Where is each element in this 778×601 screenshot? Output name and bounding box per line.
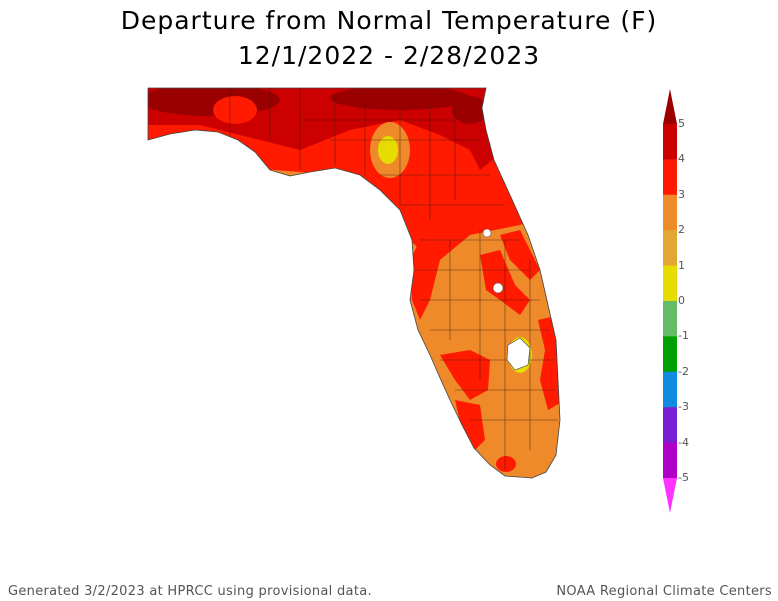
- legend-label: -1: [678, 329, 689, 343]
- legend-bottom-arrow: [663, 478, 677, 513]
- legend-swatch: [663, 265, 677, 302]
- legend-swatch: [663, 371, 677, 408]
- legend-label: 0: [678, 294, 685, 307]
- legend-top-arrow: [663, 89, 677, 124]
- legend-swatch: [663, 407, 677, 444]
- legend-swatch: [663, 336, 677, 373]
- legend-label: -3: [678, 400, 689, 414]
- florida-coastline: [147, 87, 561, 479]
- legend-swatch: [663, 159, 677, 196]
- legend-swatch: [663, 442, 677, 479]
- temperature-anomaly-fill: [148, 88, 560, 478]
- legend-label: 4: [678, 152, 685, 166]
- source-credit: NOAA Regional Climate Centers: [556, 584, 772, 599]
- legend-label: -2: [678, 364, 689, 378]
- map-title: Departure from Normal Temperature (F): [120, 6, 658, 35]
- legend-swatch: [663, 301, 677, 337]
- legend-label: 2: [678, 223, 685, 237]
- legend-label: 1: [678, 258, 685, 272]
- legend-label: -4: [678, 435, 689, 449]
- inland-lake: [482, 228, 492, 238]
- date-range: 12/1/2022 - 2/28/2023: [237, 41, 541, 70]
- legend-label: -5: [678, 471, 689, 484]
- county-boundaries: [229, 88, 558, 470]
- legend-swatch: [663, 194, 677, 231]
- legend-label: 5: [678, 117, 685, 130]
- inland-lake: [492, 282, 504, 294]
- legend-swatch: [663, 230, 677, 267]
- lake-okeechobee: [506, 337, 531, 371]
- color-legend-bar: [663, 89, 677, 513]
- legend-label: 3: [678, 187, 685, 201]
- legend-swatch: [663, 124, 677, 160]
- generated-note: Generated 3/2/2023 at HPRCC using provis…: [8, 584, 372, 599]
